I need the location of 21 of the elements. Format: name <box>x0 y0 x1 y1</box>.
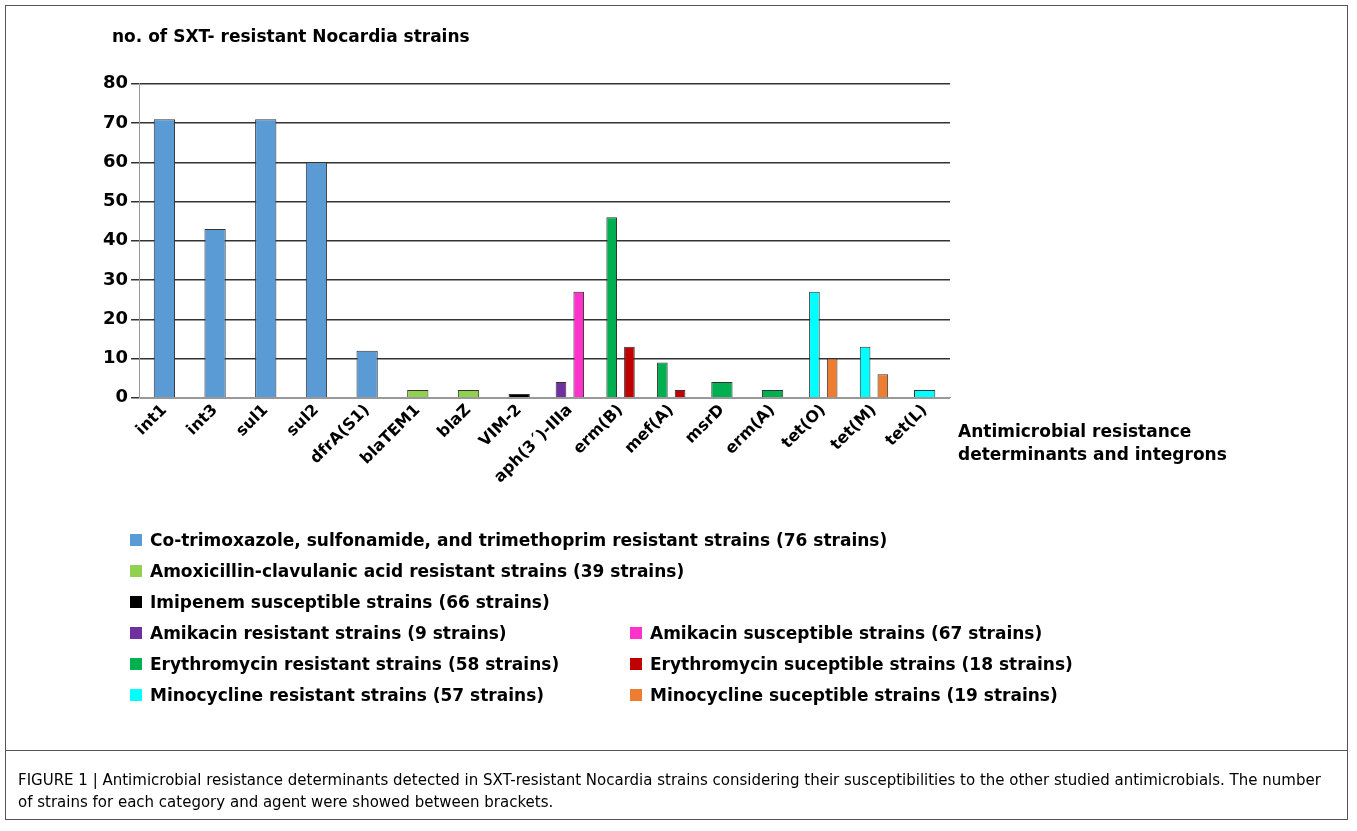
x-axis-title: Antimicrobial resistance determinants and integrons <box>958 420 1228 466</box>
legend-label: Co-trimoxazole, sulfonamide, and trimethoprim resistant strains (76 strains) <box>150 530 888 550</box>
y-tick-label: 0 <box>115 385 129 407</box>
legend-label: Amoxicillin-clavulanic acid resistant strains (39 strains) <box>150 561 685 581</box>
y-tick-label: 20 <box>102 306 129 328</box>
caption: FIGURE 1 | Antimicrobial resistance determinants detected in SXT-resistant Nocardia strains considering their susceptibilities to the other studied antimicrobials. The number of strains for each category and agent were showed between brackets. <box>18 770 1322 813</box>
y-tick-label: 80 <box>102 71 129 93</box>
legend-label: Amikacin resistant strains (9 strains) <box>150 623 507 643</box>
legend-label: Minocycline resistant strains (57 strains) <box>150 685 545 705</box>
legend-label: Minocycline suceptible strains (19 strains) <box>650 685 1058 705</box>
y-axis-title: no. of SXT- resistant Nocardia strains <box>112 26 470 46</box>
y-tick-label: 30 <box>102 267 129 289</box>
y-tick-label: 10 <box>102 346 129 368</box>
legend-label: Imipenem susceptible strains (66 strains) <box>150 592 550 612</box>
legend-label: Amikacin susceptible strains (67 strains) <box>650 623 1043 643</box>
legend-label: Erythromycin resistant strains (58 strains) <box>150 654 560 674</box>
y-tick-label: 40 <box>102 228 129 250</box>
y-tick-label: 70 <box>102 110 129 132</box>
legend-label: Erythromycin suceptible strains (18 strains) <box>650 654 1073 674</box>
y-tick-label: 50 <box>102 189 129 211</box>
y-tick-label: 60 <box>102 149 129 171</box>
